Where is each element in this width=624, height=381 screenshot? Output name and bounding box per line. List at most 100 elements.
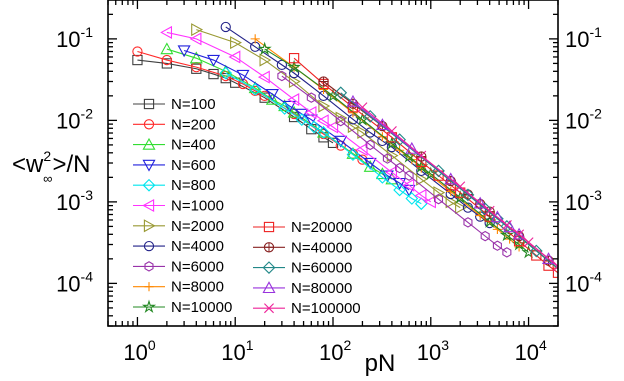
- series-line: [340, 92, 558, 270]
- data-point: [348, 108, 358, 118]
- data-point: [236, 69, 250, 82]
- legend-marker: [142, 198, 155, 213]
- legend-marker: [262, 261, 276, 274]
- data-point: [346, 148, 360, 162]
- legend-label: N=20000: [291, 219, 352, 236]
- legend-marker: [263, 242, 275, 253]
- data-point: [590, 294, 601, 305]
- legend-label: N=8000: [171, 279, 224, 296]
- data-point: [514, 229, 525, 240]
- legend-marker: [143, 119, 155, 130]
- legend-item-n-6000: N=6000: [133, 258, 224, 275]
- series-line: [225, 26, 490, 224]
- data-point: [461, 188, 475, 202]
- data-point: [599, 302, 610, 313]
- legend-marker: [143, 219, 156, 233]
- x-tick-label: 101: [221, 337, 253, 365]
- data-point: [295, 113, 309, 127]
- legend-label: N=100: [171, 96, 216, 113]
- data-point: [334, 135, 348, 148]
- data-point: [393, 133, 406, 147]
- data-point: [492, 240, 502, 251]
- data-point: [432, 164, 445, 178]
- data-point: [287, 105, 301, 118]
- legend-item-n-40000: N=40000: [253, 239, 352, 256]
- data-point: [307, 120, 321, 134]
- data-point: [380, 170, 394, 183]
- legend-item-n-200: N=200: [133, 116, 216, 133]
- data-point: [552, 267, 558, 278]
- data-point: [385, 165, 398, 179]
- data-point: [295, 108, 309, 121]
- legend-item-n-4000: N=4000: [133, 238, 224, 255]
- legend-marker: [144, 282, 154, 292]
- data-point: [277, 70, 287, 82]
- data-point: [455, 181, 466, 192]
- data-point: [446, 186, 456, 197]
- series-n-2000: [191, 23, 467, 215]
- series-n-100000: [357, 102, 558, 272]
- data-point: [220, 21, 231, 33]
- y-tick-label-left: 10-4: [56, 268, 93, 296]
- data-point: [463, 217, 473, 228]
- data-point: [160, 25, 173, 39]
- legend-marker: [263, 221, 275, 233]
- data-point: [405, 141, 419, 154]
- x-tick-label: 102: [319, 337, 351, 365]
- series-n-6000: [277, 70, 512, 258]
- data-point: [395, 162, 405, 174]
- y-tick-label-right: 10-2: [565, 105, 602, 133]
- x-tick-label: 103: [417, 337, 449, 365]
- x-tick-label: 104: [515, 337, 547, 365]
- series-n-600: [177, 45, 416, 197]
- series-line: [225, 72, 422, 205]
- y-tick-label-right: 10-3: [565, 187, 602, 215]
- data-point: [346, 94, 360, 107]
- data-point: [484, 217, 495, 229]
- data-point: [326, 120, 339, 134]
- data-point: [402, 178, 415, 192]
- series-n-200: [132, 46, 368, 165]
- legend-item-n-1000: N=1000: [133, 198, 224, 215]
- data-point: [602, 302, 613, 312]
- data-point: [228, 50, 241, 64]
- data-point: [480, 230, 490, 242]
- axes-layer: 100 101 102 103 104 10-1 10-1 10-2 10-2 10-3 10-3 1…: [56, 0, 602, 365]
- data-point: [416, 172, 429, 186]
- y-tick-label-left: 10-2: [56, 105, 93, 133]
- legend-item-n-8000: N=8000: [133, 279, 224, 296]
- data-point: [395, 145, 405, 155]
- data-point: [316, 125, 331, 138]
- data-point: [491, 212, 504, 226]
- data-point: [363, 157, 377, 170]
- data-point: [404, 170, 414, 181]
- data-point: [386, 126, 397, 137]
- data-point: [433, 193, 444, 205]
- series-n-800: [219, 66, 428, 211]
- data-point: [219, 66, 233, 80]
- data-point: [259, 53, 272, 67]
- legend-label: N=400: [171, 137, 216, 154]
- legend: N=100 N=200 N=400 N=600 N=800 N=1000 N=2000 N=4…: [133, 96, 361, 317]
- data-point: [365, 127, 376, 138]
- series-line: [166, 31, 432, 203]
- data-point: [357, 154, 368, 165]
- data-point: [334, 86, 348, 100]
- data-point: [304, 105, 317, 120]
- data-point: [492, 224, 502, 234]
- data-point: [278, 102, 291, 115]
- data-point: [189, 51, 203, 64]
- legend-item-n-800: N=800: [133, 177, 216, 194]
- data-point: [501, 220, 512, 231]
- data-point: [336, 115, 346, 127]
- data-point: [283, 100, 297, 113]
- legend-label: N=60000: [291, 260, 352, 277]
- legend-marker: [142, 178, 156, 192]
- legend-marker: [144, 261, 154, 272]
- data-point: [306, 92, 316, 103]
- data-point: [502, 247, 512, 258]
- legend-item-n-60000: N=60000: [253, 260, 352, 277]
- data-point: [377, 132, 387, 142]
- data-point: [288, 53, 300, 64]
